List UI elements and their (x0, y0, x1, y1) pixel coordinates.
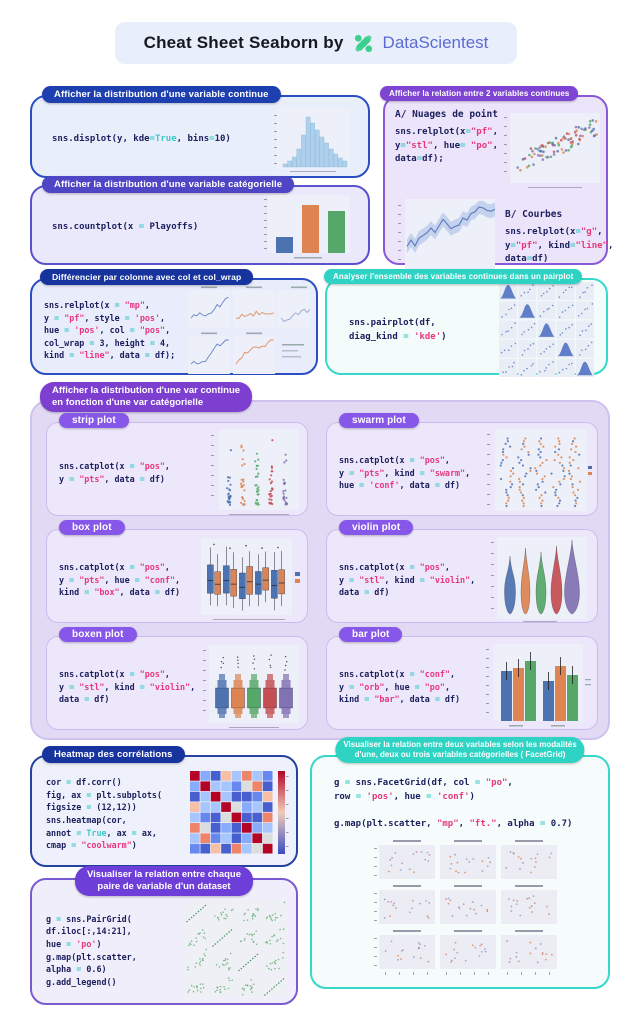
facetgrid-thumbnail (334, 835, 598, 983)
section-title: Différencier par colonne avec col et col… (40, 269, 254, 285)
lineplot-thumbnail (395, 195, 497, 281)
code-block: sns.catplot(x = "pos", y = "stl", kind = … (59, 669, 196, 705)
section-title: Afficher la distribution d'une var conti… (40, 382, 253, 412)
code-block: sns.catplot(x = "pos", y = "pts", hue = "… (59, 562, 181, 598)
scatterplot-thumbnail (498, 109, 604, 193)
boxplot-thumbnail (189, 536, 303, 624)
swarmplot-thumbnail (481, 426, 593, 520)
section-distribution-categorielle: Afficher la distribution d'une variable … (30, 176, 370, 265)
catplot-violin-box: violin plot sns.catplot(x = "pos", y = "s… (326, 520, 598, 626)
code-block: sns.pairplot(df, diag_kind = 'kde') (349, 318, 447, 342)
catplot-boxen-box: boxen plot sns.catplot(x = "pos", y = "st… (46, 627, 308, 732)
pairgrid-thumbnail (184, 900, 290, 1001)
plot-type-pill: box plot (59, 520, 125, 535)
section-pairplot: Analyser l'ensemble des variables contin… (324, 269, 608, 377)
plot-type-pill: violin plot (339, 520, 414, 535)
code-block: sns.catplot(x = "pos", y = "pts", data = … (59, 461, 170, 484)
subsection-a-title: A/ Nuages de point (395, 109, 498, 120)
section-title: Afficher la distribution d'une variable … (42, 176, 295, 193)
code-block: cor = df.corr() fig, ax = plt.subplots(fi… (46, 777, 162, 851)
pairplot-thumbnail (499, 282, 596, 379)
code-block: g = sns.FacetGrid(df, col = "po", row = '… (334, 778, 573, 829)
code-block: sns.relplot(x = "mp", y = "pf", style = '… (44, 299, 176, 361)
stripplot-thumbnail (203, 427, 303, 519)
boxenplot-thumbnail (195, 642, 307, 732)
section-title: Visualiser la relation entre deux variab… (335, 737, 585, 763)
code-block: g = sns.PairGrid(df.iloc[:,14:21], hue = … (46, 913, 137, 987)
section-title: Heatmap des corrélations (42, 746, 185, 763)
heatmap-thumbnail (186, 768, 290, 860)
facet-lineplots-thumbnail (186, 284, 310, 378)
code-block: sns.countplot(x = Playoffs) (52, 222, 199, 233)
catplot-strip-box: strip plot sns.catplot(x = "pos", y = "pt… (46, 413, 308, 519)
plot-type-pill: bar plot (339, 627, 403, 642)
datascientest-logo-icon (354, 34, 372, 52)
catplot-box-box: box plot sns.catplot(x = "pos", y = "pts"… (46, 520, 308, 624)
brand-name: DataScientest (382, 33, 489, 52)
barplot-thumbnail (477, 641, 593, 733)
section-distribution-continue: Afficher la distribution d'une variable … (30, 86, 370, 178)
violinplot-thumbnail (483, 534, 593, 626)
catplot-bar-box: bar plot sns.catplot(x = "conf", y = "orb… (326, 627, 598, 733)
section-relation-2-variables: Afficher la relation entre 2 variables c… (380, 86, 613, 275)
plot-type-pill: boxen plot (59, 627, 137, 642)
plot-type-pill: strip plot (59, 413, 129, 428)
countplot-thumbnail (258, 191, 354, 265)
histogram-thumbnail (270, 105, 354, 175)
code-block: sns.catplot(x = "pos", y = "stl", kind = … (339, 562, 476, 598)
section-pairgrid: Visualiser la relation entre chaque pair… (30, 866, 298, 1005)
code-block-line: sns.relplot(x="g", y="pf", kind="line", da… (505, 227, 614, 265)
section-heatmap: Heatmap des corrélations cor = df.corr()… (30, 746, 298, 867)
code-block: sns.catplot(x = "conf", y = "orb", hue = … (339, 669, 461, 705)
section-catplot: Afficher la distribution d'une var conti… (30, 382, 610, 740)
section-title: Analyser l'ensemble des variables contin… (324, 269, 583, 284)
section-title: Visualiser la relation entre chaque pair… (75, 866, 253, 896)
code-block-scatter: sns.relplot(x="pf", y="stl", hue= "po", da… (395, 127, 498, 164)
code-block: sns.catplot(x = "pos", y = "pts", kind = … (339, 455, 471, 491)
section-facetgrid: Visualiser la relation entre deux variab… (310, 737, 610, 989)
subsection-b-title: B/ Courbes (505, 209, 563, 221)
section-col-wrap: Différencier par colonne avec col et col… (30, 269, 318, 378)
section-title: Afficher la relation entre 2 variables c… (380, 86, 579, 101)
code-block: sns.displot(y, kde=True, bins=10) (52, 133, 231, 144)
section-title: Afficher la distribution d'une variable … (42, 86, 281, 103)
catplot-swarm-box: swarm plot sns.catplot(x = "pos", y = "pt… (326, 413, 598, 516)
page-title: Cheat Sheet Seaborn by (143, 33, 344, 52)
plot-type-pill: swarm plot (339, 413, 419, 428)
header-banner: Cheat Sheet Seaborn by DataScientest (115, 22, 517, 64)
